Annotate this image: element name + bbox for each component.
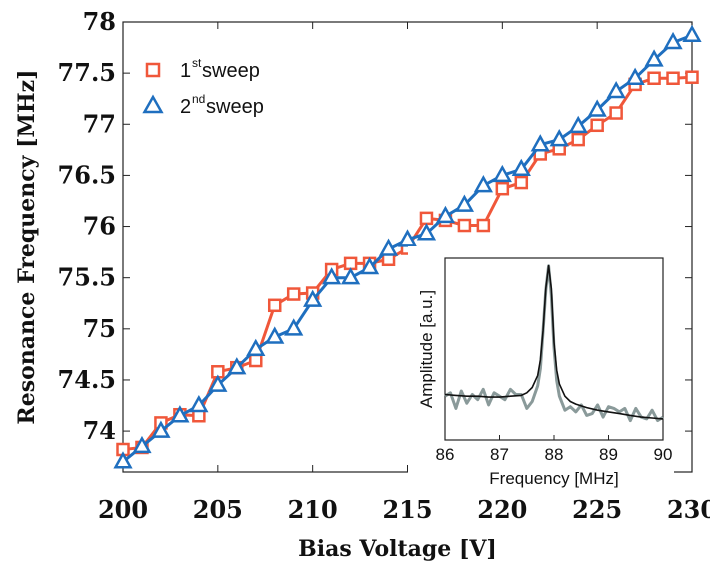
x-tick-label: 210 (288, 495, 338, 524)
x-tick-label: 225 (572, 495, 622, 524)
y-tick-label: 77.5 (58, 58, 116, 87)
x-tick-label: 215 (382, 495, 432, 524)
inset-plot: 86 87 88 89 90 Frequency [MHz] Amplitude [a.u.… (408, 246, 674, 490)
data-point-square (514, 175, 529, 190)
data-point-triangle (284, 318, 304, 336)
x-axis-label: Bias Voltage [V] (298, 536, 497, 562)
data-point-square (647, 71, 661, 85)
data-point-triangle (625, 67, 645, 85)
data-point-square (666, 71, 680, 85)
y-tick-label: 76.5 (58, 160, 116, 189)
data-point-square (590, 118, 604, 133)
y-tick-label: 76 (83, 212, 116, 241)
inset-fit-line (444, 264, 664, 420)
data-point-triangle (606, 80, 626, 99)
inset-x-tick-label: 87 (490, 445, 509, 464)
data-point-triangle (511, 158, 531, 177)
data-point-triangle (189, 394, 209, 413)
data-point-triangle (416, 223, 437, 241)
inset-x-axis-label: Frequency [MHz] (489, 469, 618, 488)
data-point-triangle (227, 357, 247, 375)
data-point-square (495, 181, 510, 196)
data-point-triangle (378, 238, 399, 256)
data-point-triangle (435, 205, 456, 224)
data-point-triangle (587, 99, 607, 117)
data-point-square (419, 211, 434, 226)
legend-label-text: sweep (206, 96, 264, 118)
legend-label-number: 2 (180, 96, 191, 118)
y-tick-label: 78 (83, 7, 116, 36)
data-point-triangle (492, 164, 512, 183)
data-point-square (457, 218, 472, 233)
data-point-triangle (265, 326, 285, 344)
main-plot: 200 205 210 215 220 225 230 74 74.5 75 75.5 76 76.5 7… (14, 7, 710, 562)
data-point-triangle (473, 175, 493, 193)
data-point-triangle (549, 129, 569, 147)
y-tick-label: 75.5 (58, 263, 116, 292)
data-point-triangle (663, 31, 683, 50)
data-point-triangle (644, 49, 664, 67)
inset-x-tick-label: 86 (436, 445, 455, 464)
legend-marker-square (145, 62, 161, 78)
data-point-triangle (530, 134, 550, 152)
legend-marker-triangle (142, 94, 164, 114)
legend-label-text: sweep (202, 60, 260, 82)
inset-x-tick-label: 90 (654, 445, 673, 464)
data-point-square (476, 218, 491, 233)
y-tick-label: 74.5 (58, 365, 116, 394)
x-tick-label: 220 (477, 495, 527, 524)
data-point-triangle (246, 338, 266, 357)
x-tick-label: 200 (98, 495, 148, 524)
data-point-triangle (151, 420, 171, 438)
legend-label-superscript: nd (192, 92, 205, 106)
y-axis-label: Resonance Frequency [MHz] (14, 69, 40, 424)
data-point-triangle (454, 194, 475, 212)
y-tick-label: 77 (83, 109, 116, 138)
data-point-square (609, 106, 623, 120)
x-tick-label: 205 (193, 495, 243, 524)
y-tick-label: 74 (83, 416, 116, 445)
data-point-square (249, 353, 263, 368)
data-point-square (286, 287, 301, 301)
data-point-square (685, 70, 699, 84)
data-point-triangle (322, 267, 342, 285)
data-point-triangle (113, 451, 133, 469)
data-point-triangle (170, 405, 190, 423)
data-point-triangle (568, 115, 588, 134)
data-point-triangle (397, 229, 418, 247)
data-point-square (267, 298, 282, 313)
data-point-triangle (303, 289, 323, 307)
legend-label-superscript: st (192, 56, 202, 70)
legend-label-number: 1 (180, 60, 191, 82)
y-tick-label: 75 (83, 314, 116, 343)
inset-x-tick-label: 88 (545, 445, 564, 464)
x-tick-label: 230 (667, 495, 710, 524)
data-point-triangle (340, 267, 361, 285)
data-point-triangle (359, 256, 380, 275)
inset-x-tick-label: 89 (599, 445, 618, 464)
data-point-triangle (208, 374, 228, 392)
data-point-triangle (682, 24, 702, 43)
inset-y-axis-label: Amplitude [a.u.] (417, 290, 436, 408)
data-point-square (571, 132, 585, 147)
data-point-triangle (132, 435, 152, 454)
